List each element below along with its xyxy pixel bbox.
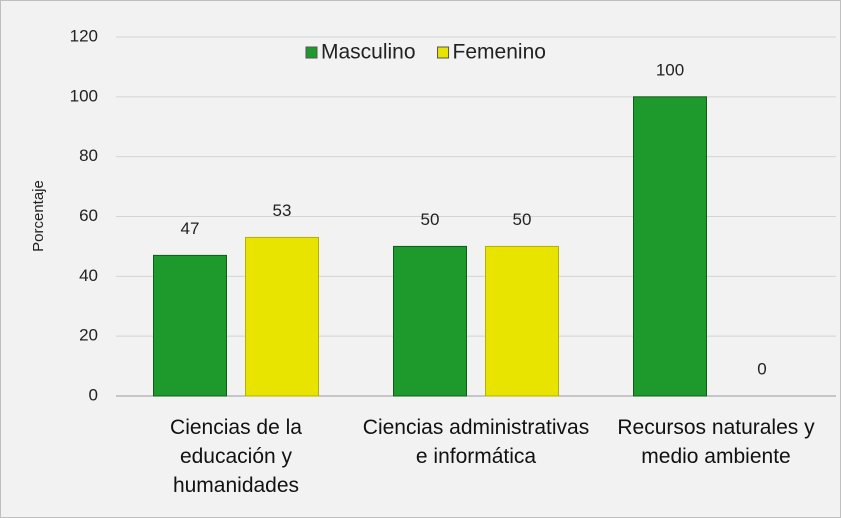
bar <box>245 236 319 397</box>
y-tick-label: 80 <box>79 146 98 165</box>
legend-swatch <box>305 46 318 59</box>
y-tick-label: 100 <box>70 86 98 105</box>
data-label: 100 <box>656 60 684 79</box>
x-tick-label: Recursos naturales y medio ambiente <box>617 416 815 468</box>
bar <box>633 96 707 397</box>
data-label: 50 <box>513 210 532 229</box>
data-label: 47 <box>181 219 200 238</box>
legend-swatch <box>437 46 450 59</box>
y-tick-label: 40 <box>79 266 98 285</box>
bar <box>153 254 227 397</box>
legend-label: Masculino <box>321 41 416 64</box>
data-label: 0 <box>757 359 766 378</box>
x-tick-label: Ciencias administrativas e informática <box>362 416 590 468</box>
bar <box>485 245 559 397</box>
y-tick-label: 0 <box>89 385 98 404</box>
y-tick-label: 120 <box>70 26 98 45</box>
y-axis-label: Porcentaje <box>30 180 47 252</box>
data-label: 53 <box>273 201 292 220</box>
y-tick-label: 60 <box>79 206 98 225</box>
legend-label: Femenino <box>453 41 546 64</box>
bar <box>393 245 467 397</box>
data-label: 50 <box>421 210 440 229</box>
y-tick-label: 20 <box>79 326 98 345</box>
x-tick-label: Ciencias de la educación y humanidades <box>170 416 302 497</box>
